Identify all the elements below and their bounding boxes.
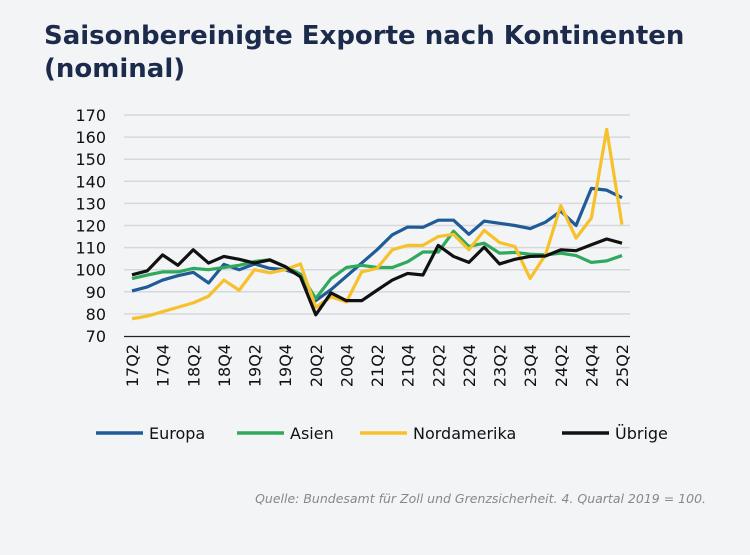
y-tick-label: 160 (75, 128, 106, 147)
x-tick-label: 24Q2 (552, 344, 571, 387)
y-tick-label: 150 (75, 150, 106, 169)
x-tick-label: 22Q2 (429, 344, 448, 387)
source-note: Quelle: Bundesamt für Zoll und Grenzsich… (255, 491, 706, 506)
legend-item: Übrige (562, 424, 668, 443)
x-tick-label: 20Q2 (307, 344, 326, 387)
x-tick-label: 24Q4 (582, 344, 601, 387)
x-axis-ticks: 17Q2 17Q4 18Q2 18Q4 19Q2 19Q4 20Q2 20Q4 21Q2 21Q4… (123, 344, 632, 387)
legend-label: Asien (290, 424, 334, 443)
legend-item: Asien (237, 424, 334, 443)
chart-title: Saisonbereinigte Exporte nach Kontinente… (44, 21, 685, 84)
x-tick-label: 19Q2 (246, 344, 265, 387)
y-tick-label: 110 (75, 239, 106, 258)
x-tick-label: 20Q4 (337, 344, 356, 387)
y-axis-ticks: 70 80 90 100 110 120 130 140 150 160 170 (75, 106, 106, 346)
legend-item: Nordamerika (360, 424, 516, 443)
series-nordamerika (131, 127, 624, 321)
y-tick-label: 170 (75, 106, 106, 125)
legend: Europa Asien Nordamerika Übrige (96, 424, 668, 443)
legend-label: Übrige (615, 424, 668, 443)
x-tick-label: 17Q4 (154, 344, 173, 387)
y-tick-label: 80 (86, 305, 106, 324)
legend-item: Europa (96, 424, 205, 443)
y-tick-label: 120 (75, 217, 106, 236)
y-tick-label: 130 (75, 194, 106, 213)
x-tick-label: 25Q2 (613, 344, 632, 387)
y-tick-label: 90 (86, 283, 106, 302)
y-tick-label: 70 (86, 327, 106, 346)
series-übrige (131, 237, 623, 317)
x-tick-label: 21Q2 (368, 344, 387, 387)
x-tick-label: 23Q4 (521, 344, 540, 387)
x-tick-label: 17Q2 (123, 344, 142, 387)
series-lines (131, 127, 624, 321)
x-tick-label: 18Q2 (184, 344, 203, 387)
x-tick-label: 23Q2 (491, 344, 510, 387)
legend-label: Nordamerika (413, 424, 516, 443)
x-tick-label: 19Q4 (276, 344, 295, 387)
legend-label: Europa (149, 424, 205, 443)
y-tick-label: 140 (75, 172, 106, 191)
x-tick-label: 22Q4 (460, 344, 479, 387)
x-tick-label: 21Q4 (399, 344, 418, 387)
y-tick-label: 100 (75, 261, 106, 280)
x-tick-label: 18Q4 (215, 344, 234, 387)
